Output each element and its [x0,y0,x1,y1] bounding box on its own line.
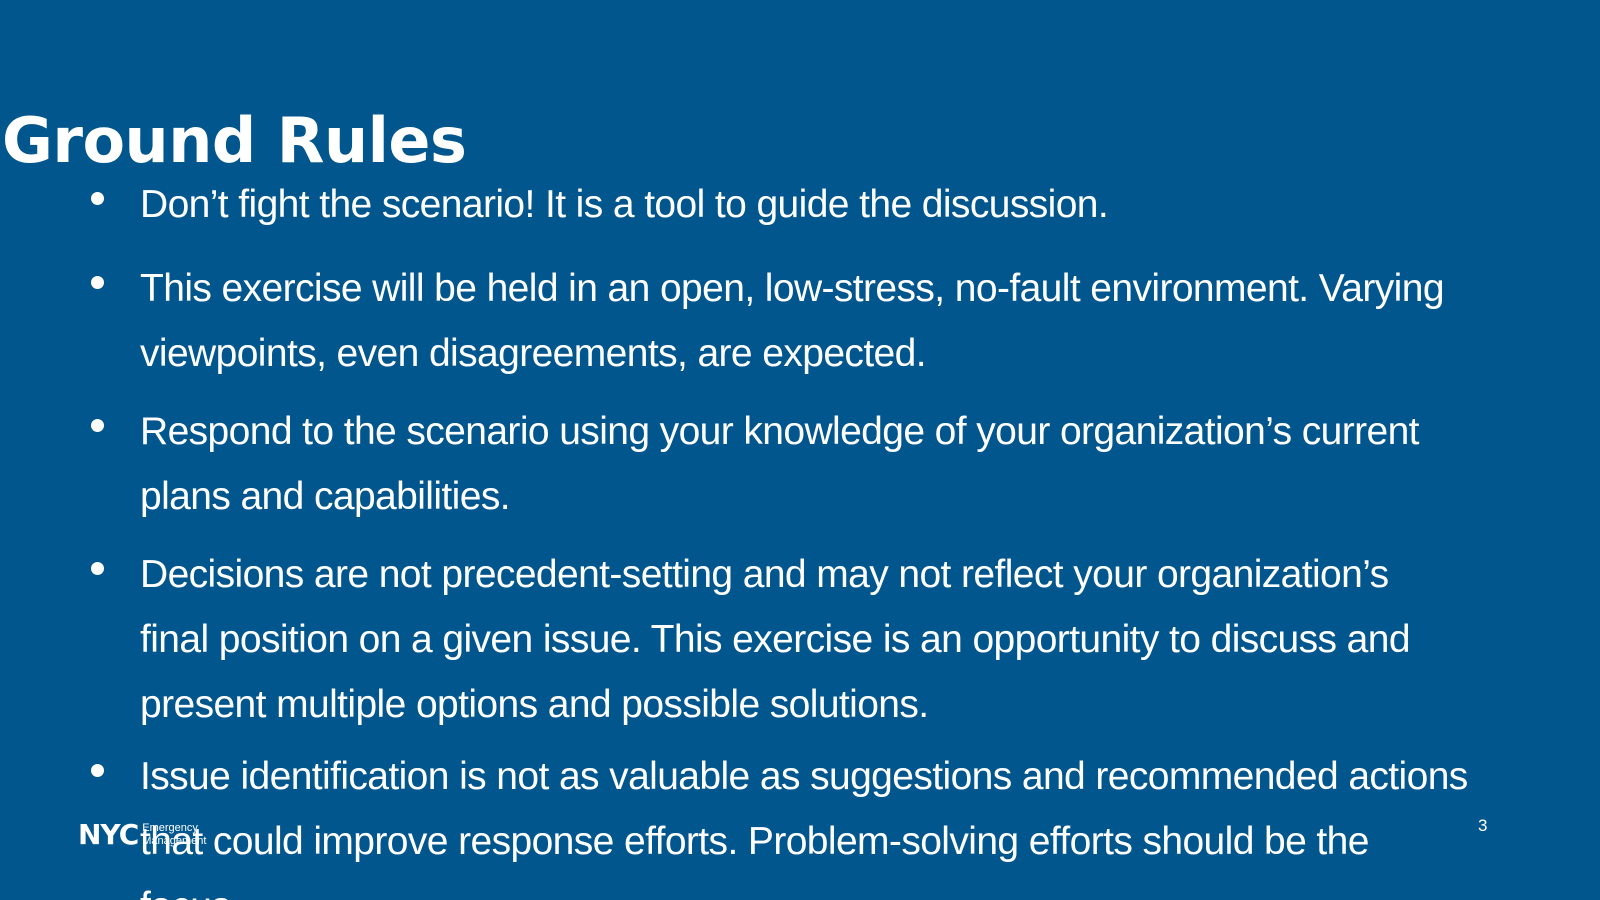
bullet-dot-icon [91,562,104,575]
slide-title: Ground Rules [2,104,467,177]
bullet-dot-icon [91,764,104,777]
bullet-dot-icon [91,192,104,205]
bullet-text: Respond to the scenario using your knowl… [140,410,1420,518]
bullet-text: This exercise will be held in an open, l… [140,267,1445,375]
logo-line-1: Emergency [142,822,198,834]
bullet-dot-icon [91,419,104,432]
page-number: 3 [1478,816,1488,835]
bullet-text: Issue identification is not as valuable … [140,755,1468,900]
bullet-text: Don’t fight the scenario! It is a tool t… [140,183,1109,226]
bullet-dot-icon [91,276,104,289]
logo-mark: NYC [78,818,139,851]
bullet-text: Decisions are not precedent-setting and … [140,553,1411,726]
logo-line-2: Management [142,835,207,847]
nyc-emergency-management-logo: NYC Emergency Management [78,818,206,852]
logo-subtitle: Emergency Management [142,822,206,848]
